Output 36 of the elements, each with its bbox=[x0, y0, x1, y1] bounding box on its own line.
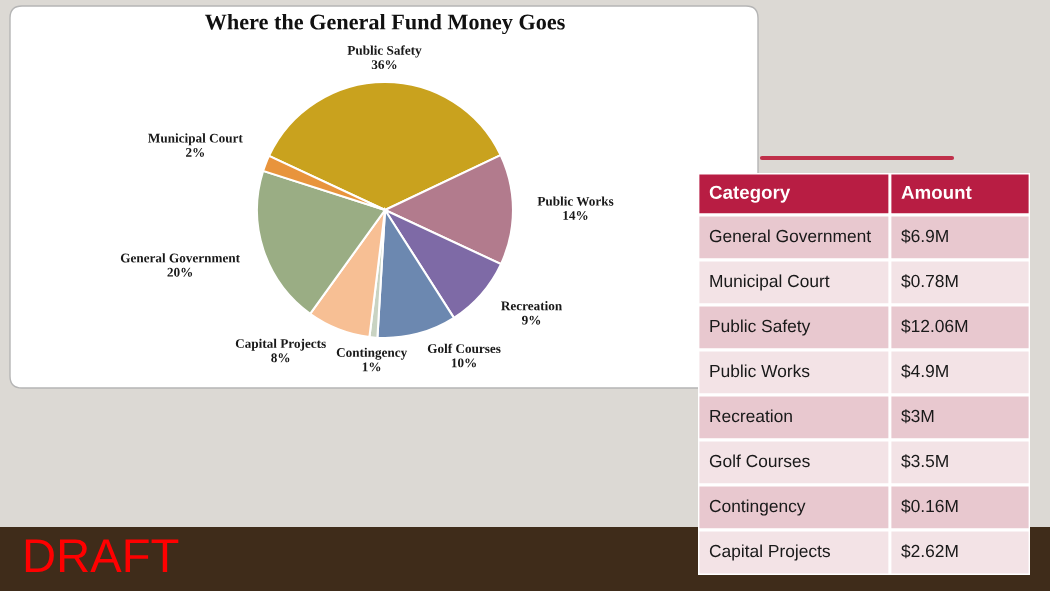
category-label: Recreation bbox=[710, 409, 792, 423]
data-label: 10% bbox=[451, 358, 477, 368]
category-label: Contingency bbox=[709, 499, 806, 516]
category-label: Golf Courses bbox=[709, 454, 810, 468]
chart-title: Where the General Fund Money Goes bbox=[204, 13, 565, 35]
category-label: Municipal Court bbox=[710, 274, 830, 291]
data-label: $6.9M bbox=[901, 229, 948, 244]
category-label: Public Safety bbox=[710, 319, 811, 336]
slice-label: Municipal Court bbox=[148, 133, 243, 146]
data-label: 20% bbox=[167, 267, 193, 277]
data-label: 1% bbox=[362, 362, 381, 372]
slice-label: Capital Projects bbox=[235, 338, 326, 351]
slice-label: Contingency bbox=[336, 347, 408, 360]
data-label: $12.06M bbox=[901, 319, 968, 334]
slice-label: General Government bbox=[120, 253, 240, 263]
data-label: $0.16M bbox=[901, 499, 958, 514]
category-label: General Government bbox=[709, 229, 871, 243]
data-label: 8% bbox=[271, 353, 290, 363]
data-label: 9% bbox=[522, 315, 541, 325]
data-label: 36% bbox=[371, 60, 397, 70]
slice-label: Recreation bbox=[501, 301, 562, 311]
category-label: Capital Projects bbox=[709, 544, 830, 561]
text: Category bbox=[709, 185, 791, 203]
data-label: 14% bbox=[563, 211, 588, 220]
data-label: 2% bbox=[186, 147, 205, 157]
data-label: $4.9M bbox=[901, 364, 948, 379]
data-label: $2.62M bbox=[901, 544, 958, 559]
slice-label: Public Works bbox=[537, 196, 614, 206]
data-label: $3M bbox=[901, 409, 934, 424]
slice-label: Public Safety bbox=[347, 45, 422, 58]
slice-label: Golf Courses bbox=[427, 343, 501, 354]
text: DRAFT bbox=[25, 539, 179, 572]
category-label: Public Works bbox=[710, 364, 810, 378]
data-label: $3.5M bbox=[901, 454, 948, 469]
text: Amount bbox=[901, 185, 972, 200]
data-label: $0.78M bbox=[901, 274, 958, 289]
